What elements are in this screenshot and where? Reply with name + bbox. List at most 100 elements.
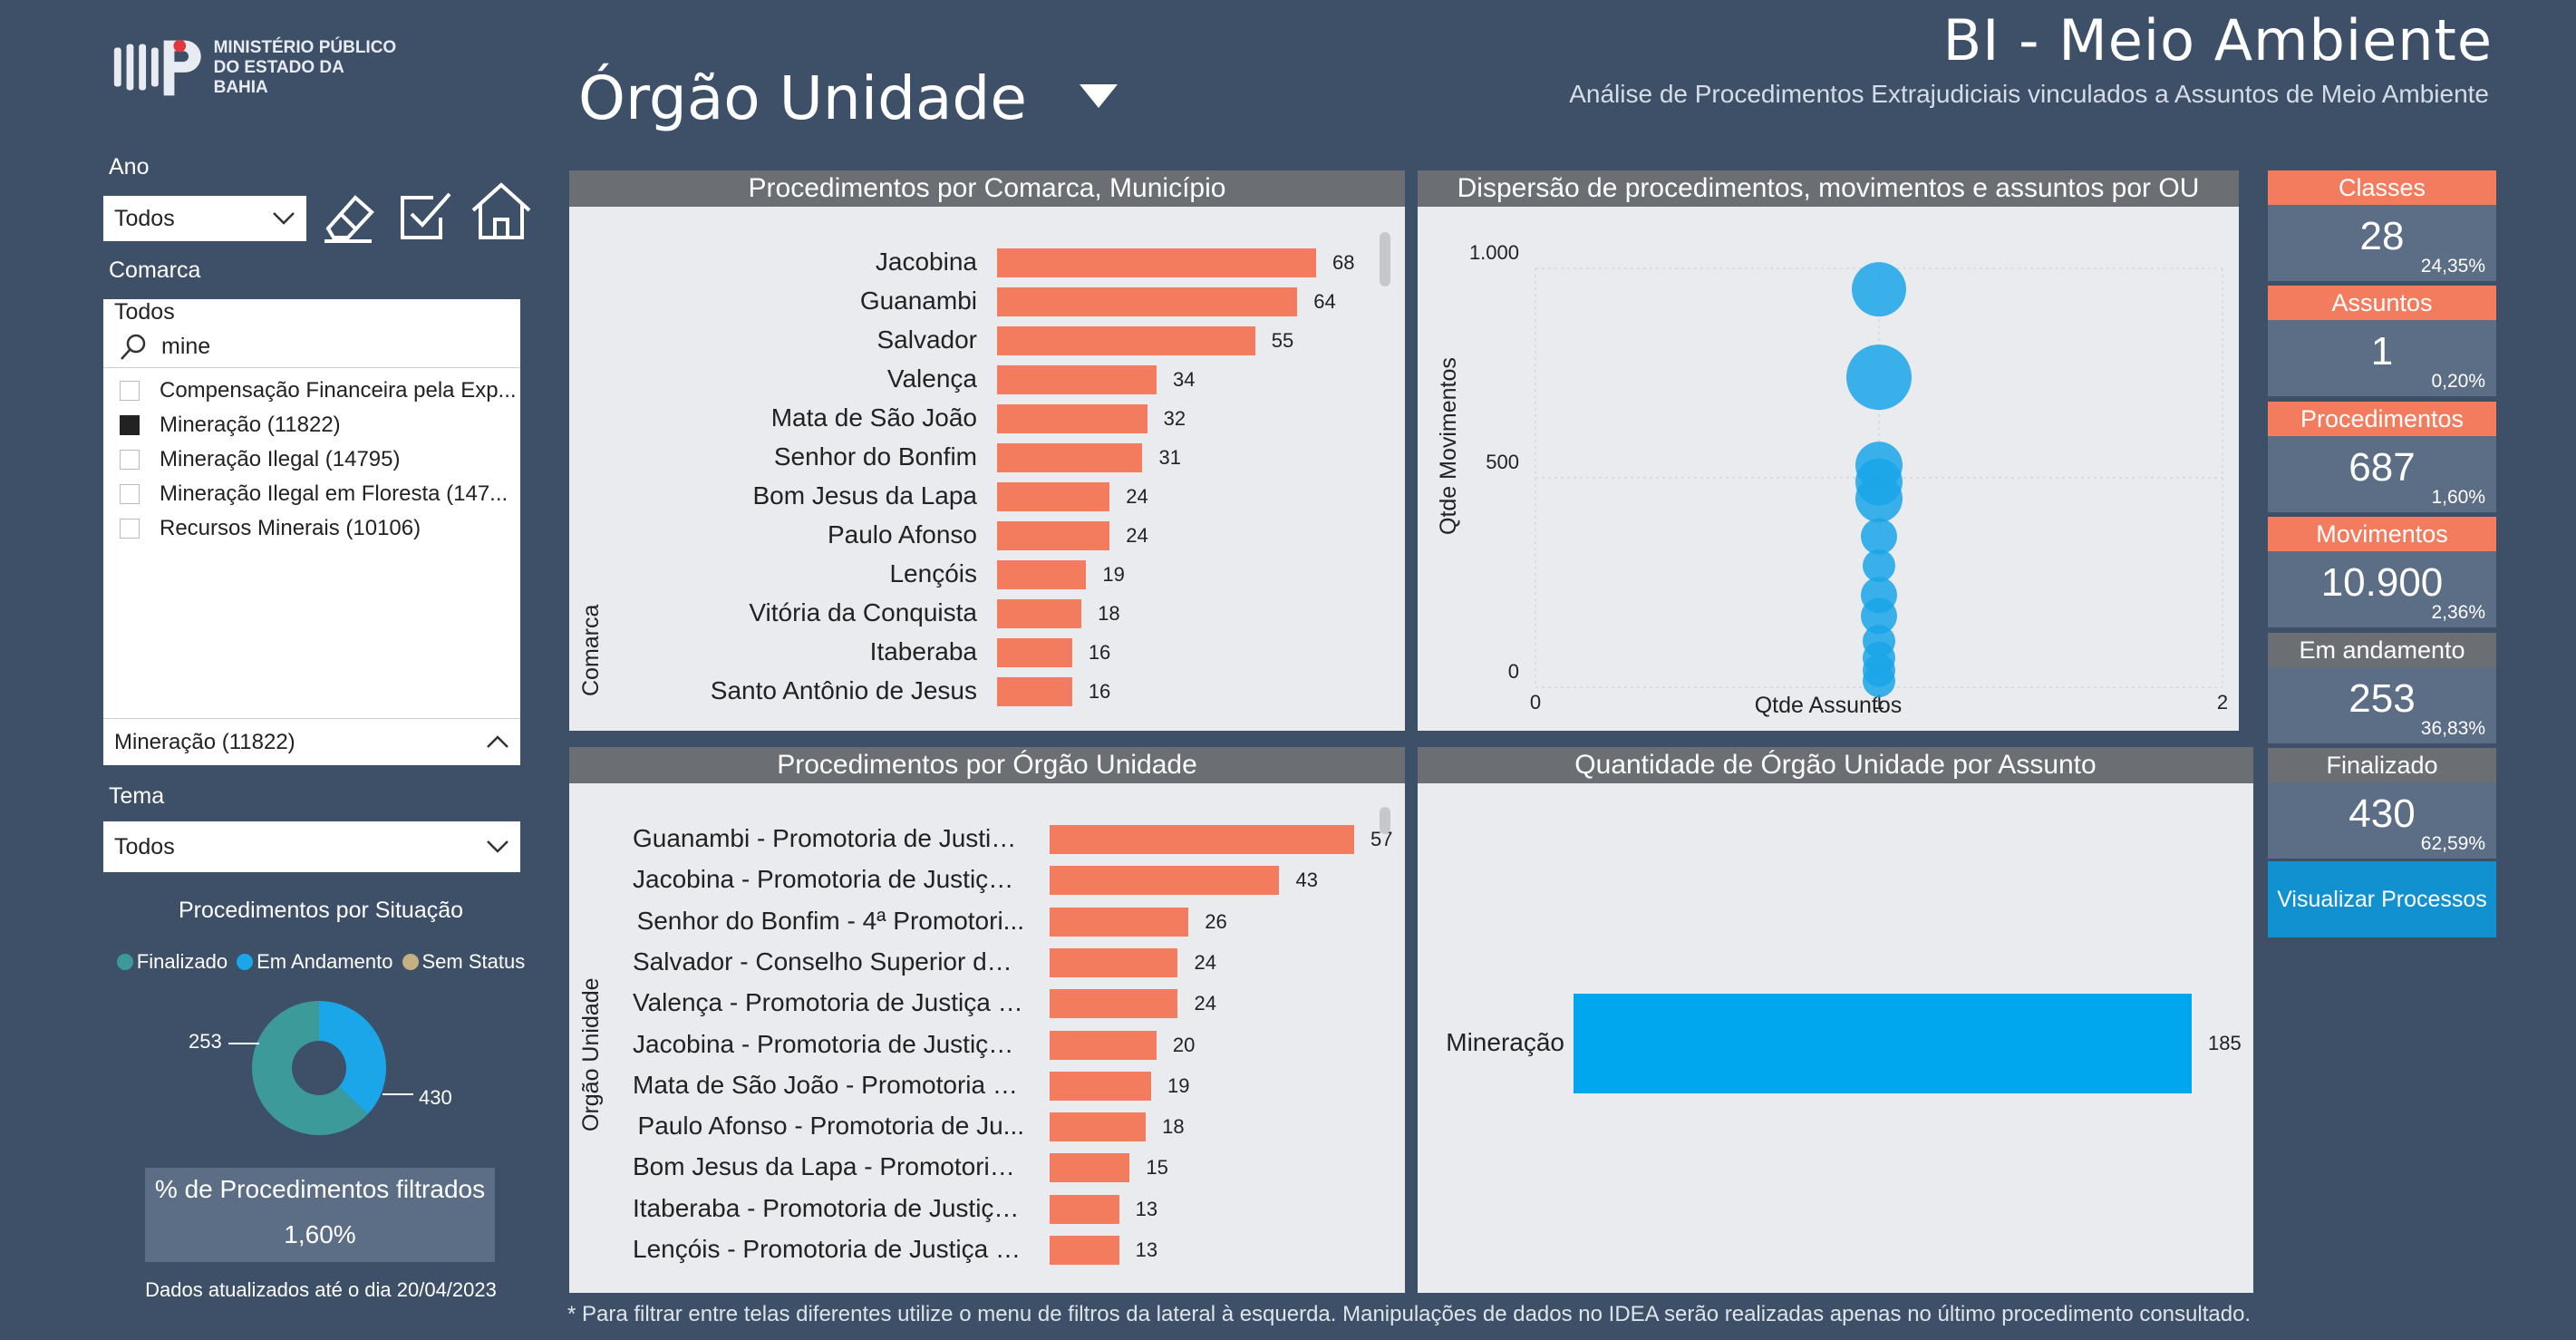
comarca-option[interactable]: Mineração Ilegal (14795) [103,442,520,477]
scatter-point[interactable] [1861,518,1897,555]
comarca-bar[interactable] [997,248,1316,277]
logo-text: MINISTÉRIO PÚBLICO DO ESTADO DA BAHIA [214,38,399,98]
orgao-bar[interactable] [1050,947,1178,977]
situacao-donut-chart [252,1001,386,1135]
checkbox[interactable] [120,450,140,470]
comarca-value-label: 55 [1271,329,1294,352]
comarca-category-label: Senhor do Bonfim [773,442,977,471]
comarca-bar[interactable] [997,443,1143,472]
comarca-category-label: Jacobina [875,248,977,276]
checkbox[interactable] [120,519,140,539]
orgao-category-label: Jacobina - Promotoria de Justiça ... [633,865,1024,894]
scatter-point[interactable] [1846,345,1912,411]
kpi-label: Finalizado [2268,748,2496,782]
checkbox-icon[interactable] [392,181,459,248]
scatter-point[interactable] [1852,262,1906,317]
orgao-bar[interactable] [1050,1236,1119,1265]
scatter-chart-title: Dispersão de procedimentos, movimentos e… [1418,170,2239,207]
comarca-search-text: mine [161,334,211,359]
assunto-chart-panel: Quantidade de Órgão Unidade por Assunto … [1418,747,2253,1293]
orgao-value-label: 18 [1162,1115,1185,1139]
scatter-y-tick: 0 [1508,660,1519,683]
tema-dropdown-value: Todos [114,833,175,859]
comarca-option-label: Recursos Minerais (10106) [160,516,421,540]
orgao-bar[interactable] [1050,1071,1151,1101]
donut-slice-finalizado[interactable] [252,1001,368,1135]
legend-dot [237,954,254,970]
kpi-card-em-andamento: Em andamento 253 36,83% [2268,632,2496,743]
orgao-bar[interactable] [1050,825,1354,854]
comarca-bar[interactable] [997,521,1110,550]
view-processes-button[interactable]: Visualizar Processos [2268,861,2496,937]
comarca-value-label: 24 [1126,524,1148,547]
comarca-category-label: Mata de São João [770,403,977,432]
orgao-category-label: Valença - Promotoria de Justiça E... [633,988,1024,1017]
comarca-chart-scrollbar[interactable] [1380,232,1390,286]
comarca-value-label: 68 [1332,251,1355,274]
ano-dropdown[interactable]: Todos [103,196,306,241]
orgao-bar[interactable] [1050,1194,1119,1224]
scatter-point[interactable] [1861,597,1897,635]
kpi-percent: 36,83% [2420,717,2485,739]
checkbox[interactable] [120,415,140,435]
comarca-option[interactable]: Compensação Financeira pela Exp... [103,374,520,408]
comarca-option-list: Compensação Financeira pela Exp... Minera… [103,374,520,546]
comarca-bar[interactable] [997,365,1157,394]
orgao-bar[interactable] [1050,1153,1130,1183]
orgao-value-label: 13 [1135,1197,1158,1220]
home-icon[interactable] [468,178,535,245]
mp-logo: MINISTÉRIO PÚBLICO DO ESTADO DA BAHIA [109,27,399,109]
comarca-bar[interactable] [997,638,1072,667]
orgao-chart-scrollbar[interactable] [1380,807,1390,834]
orgao-category-label: Paulo Afonso - Promotoria de Ju... [637,1112,1024,1141]
legend-dot [116,954,133,970]
scatter-point[interactable] [1855,475,1903,523]
comarca-value-label: 34 [1173,368,1196,391]
comarca-option[interactable]: Recursos Minerais (10106) [103,511,520,546]
orgao-bar[interactable] [1050,866,1280,896]
orgao-chart-panel: Procedimentos por Órgão Unidade Orgão Un… [569,747,1405,1293]
orgao-value-label: 43 [1295,869,1318,892]
comarca-selected-value[interactable]: Mineração (11822) [103,718,520,765]
kpi-value: 687 [2348,444,2416,490]
orgao-category-label: Guanambi - Promotoria de Justiç... [633,824,1024,852]
comarca-option[interactable]: Mineração (11822) [103,408,520,442]
comarca-bar[interactable] [997,560,1087,589]
orgao-bar[interactable] [1050,907,1189,937]
chevron-down-icon [486,834,509,860]
comarca-option[interactable]: Mineração Ilegal em Floresta (147... [103,477,520,511]
eraser-icon[interactable] [315,181,383,248]
tema-dropdown[interactable]: Todos [103,821,520,872]
kpi-body: 28 24,35% [2268,205,2496,281]
orgao-bar[interactable] [1050,1112,1147,1142]
orgao-category-label: Jacobina - Promotoria de Justiça ... [633,1029,1024,1058]
assunto-value-label: 185 [2208,1032,2242,1054]
comarca-bar[interactable] [997,287,1298,316]
comarca-bar[interactable] [997,599,1082,628]
donut-slice-em-andamento[interactable] [319,1001,386,1114]
orgao-bar[interactable] [1050,989,1178,1019]
orgao-category-label: Itaberaba - Promotoria de Justiça... [633,1193,1024,1222]
orgao-bar[interactable] [1050,1030,1157,1060]
page-selector[interactable]: Órgão Unidade [578,63,1119,133]
mp-logo-icon [113,39,201,96]
comarca-bar[interactable] [997,404,1148,433]
comarca-slicer[interactable]: Todos mine Compensação Financeira pela E… [103,299,520,765]
scatter-point[interactable] [1863,549,1895,583]
checkbox[interactable] [120,484,140,504]
assunto-bar[interactable] [1574,994,2192,1093]
comarca-value-label: 32 [1163,407,1186,430]
comarca-bar[interactable] [997,326,1255,355]
comarca-search-input[interactable]: mine [103,326,520,368]
comarca-bar[interactable] [997,482,1110,511]
kpi-body: 253 36,83% [2268,666,2496,743]
comarca-category-label: Santo Antônio de Jesus [710,676,977,704]
caret-down-icon[interactable] [1078,83,1119,114]
comarca-bar[interactable] [997,677,1072,706]
checkbox[interactable] [120,381,140,401]
scatter-point[interactable] [1863,665,1895,698]
kpi-value: 10.900 [2320,560,2444,606]
comarca-dropdown-value: Todos [114,299,175,325]
kpi-body: 10.900 2,36% [2268,551,2496,628]
